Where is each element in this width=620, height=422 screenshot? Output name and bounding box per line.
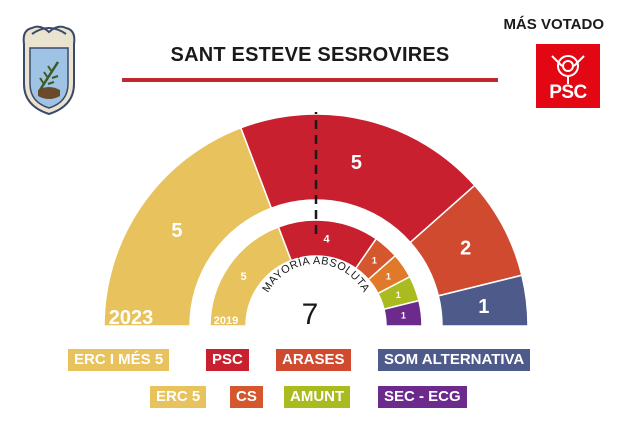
legend-item: ERC 5: [150, 386, 207, 408]
seats-2019-segment: [383, 299, 423, 327]
seats-2019-seat-label: 1: [372, 255, 377, 265]
seats-2019-seat-label: 1: [396, 290, 401, 300]
seats-2023-segment: [239, 113, 476, 244]
legend-item: CS: [230, 386, 263, 408]
seats-2023-segment: [437, 274, 529, 327]
legend-row: ERC 5 CS AMUNT SEC - ECG: [0, 386, 620, 408]
legend-item: SEC - ECG: [378, 386, 467, 408]
legend-item: AMUNT: [284, 386, 351, 408]
seats-2023-seat-label: 2: [460, 238, 471, 260]
seats-2023-seat-label: 1: [478, 296, 489, 318]
legend-row: ERC I MÉS 5 PSC ARASES SOM ALTERNATIVA: [0, 349, 620, 371]
municipal-crest-icon: [22, 25, 76, 116]
year-label-2023: 2023: [109, 307, 154, 329]
psc-logo-text: PSC: [549, 82, 587, 103]
seats-2019-seat-label: 5: [241, 271, 247, 283]
legend-item: ERC I MÉS 5: [68, 349, 170, 371]
psc-rose-icon: [536, 44, 600, 108]
seats-2023-seat-label: 5: [351, 152, 362, 174]
seats-2019-seat-label: 1: [386, 271, 391, 281]
seats-2023-seat-label: 5: [171, 220, 182, 242]
title-underline: [122, 78, 498, 82]
year-label-2019: 2019: [214, 315, 238, 327]
most-voted-label: MÁS VOTADO: [503, 16, 604, 33]
page-title: SANT ESTEVE SESROVIRES: [170, 44, 450, 66]
seats-2023-segment: [103, 126, 273, 327]
seats-2019-seat-label: 4: [324, 234, 331, 246]
legend-item: PSC: [206, 349, 249, 371]
legend-item: SOM ALTERNATIVA: [378, 349, 531, 371]
majority-value: 7: [302, 298, 319, 331]
legend-item: ARASES: [276, 349, 351, 371]
psc-logo: PSC: [536, 44, 600, 108]
seats-2019-seat-label: 1: [401, 311, 406, 321]
